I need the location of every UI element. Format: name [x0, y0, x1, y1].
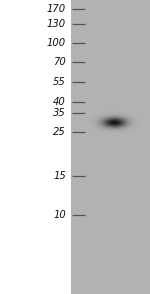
Text: 25: 25: [53, 127, 66, 137]
Bar: [70, 0, 150, 294]
Text: 170: 170: [47, 4, 66, 14]
Text: 40: 40: [53, 97, 66, 107]
Text: 130: 130: [47, 19, 66, 29]
Text: 100: 100: [47, 38, 66, 48]
Bar: [0, 0, 70, 294]
Text: 55: 55: [53, 77, 66, 87]
Text: 10: 10: [53, 210, 66, 220]
Text: 15: 15: [53, 171, 66, 181]
Text: 70: 70: [53, 57, 66, 67]
Text: 35: 35: [53, 108, 66, 118]
